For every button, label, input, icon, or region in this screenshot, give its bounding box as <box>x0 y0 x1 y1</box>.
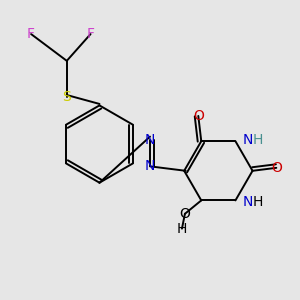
Text: N: N <box>243 133 253 147</box>
Text: N: N <box>145 159 155 173</box>
Text: S: S <box>62 89 71 103</box>
Text: O: O <box>271 161 282 175</box>
Text: O: O <box>193 109 204 123</box>
Text: F: F <box>27 27 35 41</box>
Text: N: N <box>243 195 253 209</box>
Text: O: O <box>179 207 191 221</box>
Text: H: H <box>177 222 187 236</box>
Text: N: N <box>145 133 155 147</box>
Text: F: F <box>87 27 94 41</box>
Text: H: H <box>252 195 263 209</box>
Text: H: H <box>252 133 263 147</box>
